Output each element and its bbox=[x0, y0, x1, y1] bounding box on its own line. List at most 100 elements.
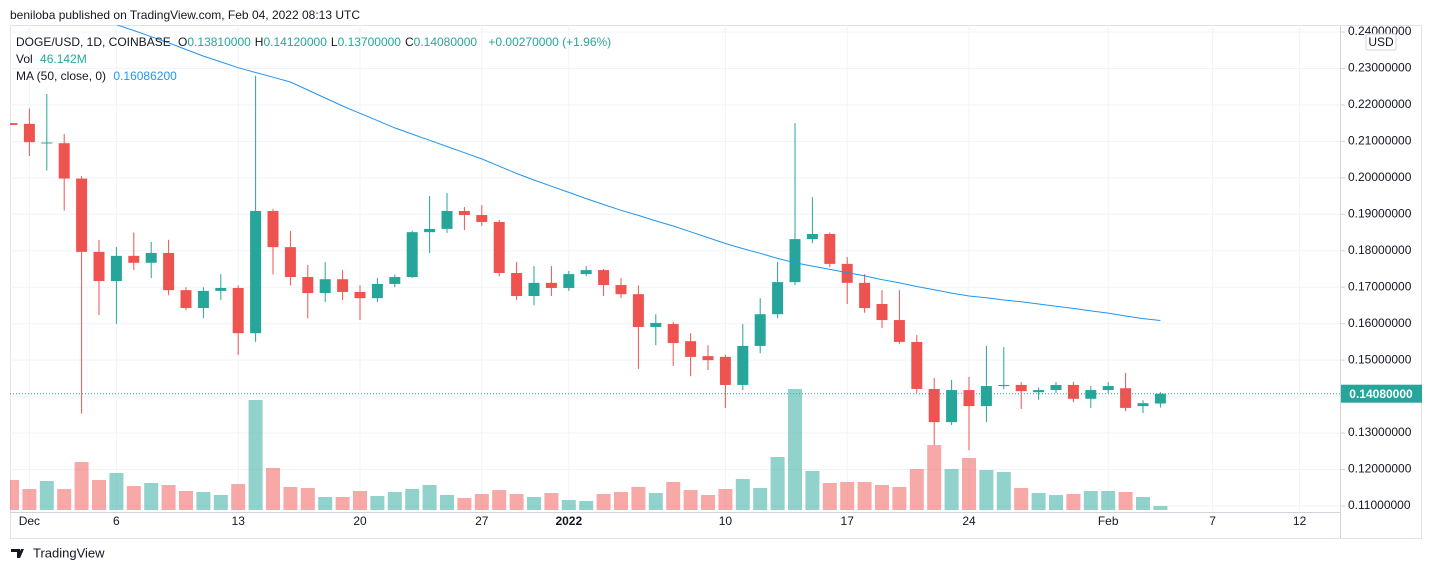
volume-bar bbox=[1118, 492, 1133, 510]
candle-body bbox=[806, 233, 818, 240]
volume-bar bbox=[579, 501, 594, 510]
y-tick-label: 0.15000000 bbox=[1348, 352, 1412, 366]
volume-bar bbox=[1153, 505, 1168, 510]
volume-bar bbox=[527, 497, 541, 510]
candle-body bbox=[911, 341, 923, 389]
candle-body bbox=[180, 290, 192, 309]
legend-volume: Vol 46.142M bbox=[16, 52, 91, 66]
candle-body bbox=[615, 285, 627, 295]
volume-bar bbox=[422, 485, 437, 510]
volume-bar bbox=[109, 473, 124, 510]
candle-body bbox=[1085, 390, 1097, 399]
candle-body bbox=[406, 232, 418, 278]
candle-body bbox=[493, 221, 505, 274]
candle-body bbox=[1120, 388, 1132, 408]
candle-body bbox=[389, 277, 401, 284]
legend-ma: MA (50, close, 0) 0.16086200 bbox=[16, 69, 181, 83]
volume-bar bbox=[22, 489, 37, 510]
candle-body bbox=[1137, 403, 1149, 407]
candle-body bbox=[476, 215, 488, 222]
candle-body bbox=[250, 211, 262, 334]
legend-change: +0.00270000 (+1.96%) bbox=[488, 35, 612, 49]
volume-bar bbox=[857, 482, 872, 510]
volume-bar bbox=[248, 400, 263, 510]
candle-body bbox=[650, 322, 662, 327]
volume-bar bbox=[596, 494, 611, 510]
volume-bar bbox=[440, 495, 454, 510]
x-tick-label: 24 bbox=[962, 514, 976, 528]
y-tick-label: 0.11000000 bbox=[1348, 498, 1411, 512]
volume-bar bbox=[74, 462, 89, 510]
candle-body bbox=[23, 123, 35, 143]
footer-brand: TradingView bbox=[33, 545, 105, 560]
x-tick-label: 7 bbox=[1209, 514, 1216, 528]
candle-body bbox=[267, 211, 279, 248]
candle-body bbox=[337, 279, 349, 292]
candle-body bbox=[946, 390, 958, 423]
volume-bar bbox=[387, 492, 402, 510]
volume-bar bbox=[300, 488, 315, 510]
volume-bar bbox=[840, 482, 855, 510]
y-tick-label: 0.18000000 bbox=[1348, 243, 1412, 257]
volume-bar bbox=[614, 492, 628, 510]
x-tick-label: 6 bbox=[113, 514, 120, 528]
candle-body bbox=[232, 287, 244, 334]
volume-bar bbox=[1083, 491, 1098, 510]
candle-body bbox=[110, 255, 122, 282]
currency-badge bbox=[1365, 33, 1397, 51]
volume-bar bbox=[735, 479, 750, 510]
volume-bar bbox=[1136, 497, 1150, 510]
volume-bar bbox=[648, 493, 663, 510]
y-tick-label: 0.22000000 bbox=[1348, 97, 1412, 111]
candle-body bbox=[1067, 384, 1079, 399]
volume-bar bbox=[1049, 495, 1063, 510]
volume-bar bbox=[1014, 488, 1029, 510]
footer-logo: TradingView bbox=[11, 545, 105, 560]
byline: beniloba published on TradingView.com, F… bbox=[10, 8, 361, 22]
candle-body bbox=[980, 386, 992, 407]
y-tick-label: 0.23000000 bbox=[1348, 61, 1412, 75]
candle-body bbox=[580, 270, 592, 275]
volume-bar bbox=[370, 496, 385, 510]
legend-value: 0.14120000 bbox=[263, 35, 327, 49]
price-label-box bbox=[1341, 384, 1422, 403]
volume-bar bbox=[822, 483, 837, 510]
volume-bar bbox=[179, 491, 193, 510]
legend-ma-value: 0.16086200 bbox=[113, 69, 177, 83]
logo-icon bbox=[11, 549, 24, 558]
candle-body bbox=[737, 345, 749, 385]
candle-body bbox=[998, 384, 1010, 387]
volume-bar bbox=[701, 495, 715, 510]
volume-bar bbox=[10, 480, 19, 510]
currency-label: USD bbox=[1368, 35, 1394, 49]
ma-line bbox=[116, 25, 1161, 321]
candle-body bbox=[1154, 393, 1166, 404]
plot-area bbox=[10, 25, 1340, 510]
candle-body bbox=[284, 247, 296, 278]
volume-bar bbox=[283, 487, 298, 510]
volume-bar bbox=[683, 490, 698, 510]
y-tick-label: 0.17000000 bbox=[1348, 279, 1412, 293]
candle-body bbox=[354, 291, 366, 299]
volume-bar bbox=[492, 490, 507, 510]
candle-body bbox=[859, 282, 871, 309]
legend-ohlc: DOGE/USD, 1D, COINBASE O0.13810000 H0.141… bbox=[16, 35, 615, 49]
candle-body bbox=[702, 356, 714, 361]
legend-value: 0.14080000 bbox=[413, 35, 478, 49]
candle-body bbox=[1033, 390, 1045, 393]
volume-bar bbox=[666, 482, 681, 510]
volume-bar bbox=[509, 494, 524, 510]
volume-bar bbox=[266, 468, 280, 510]
candle-body bbox=[563, 274, 575, 288]
candle-body bbox=[41, 142, 53, 144]
legend-key: L bbox=[330, 35, 338, 49]
volume-bar bbox=[335, 497, 350, 510]
candle-body bbox=[424, 228, 436, 233]
candle-body bbox=[319, 279, 331, 294]
grid bbox=[10, 25, 1340, 512]
y-tick-label: 0.21000000 bbox=[1348, 134, 1412, 148]
volume-bar bbox=[1066, 494, 1081, 510]
legend-key: H bbox=[254, 35, 264, 49]
candle-body bbox=[1050, 384, 1062, 391]
